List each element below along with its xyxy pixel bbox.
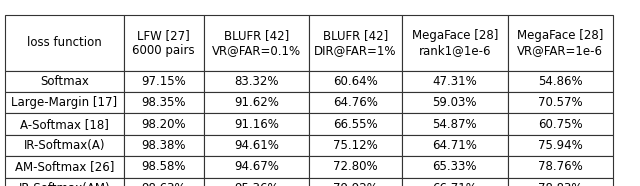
Text: Large-Margin [17]: Large-Margin [17] <box>12 96 117 109</box>
Text: 47.31%: 47.31% <box>433 75 477 88</box>
Text: 75.94%: 75.94% <box>538 139 582 152</box>
Bar <box>402 15 508 71</box>
Text: 72.80%: 72.80% <box>333 161 378 173</box>
Bar <box>309 71 402 92</box>
Text: LFW [27]
6000 pairs: LFW [27] 6000 pairs <box>132 29 195 57</box>
Bar <box>402 178 508 186</box>
Bar <box>309 15 402 71</box>
Text: 98.35%: 98.35% <box>141 96 186 109</box>
Bar <box>309 135 402 156</box>
Text: 78.83%: 78.83% <box>538 182 582 186</box>
Text: 70.57%: 70.57% <box>538 96 582 109</box>
Bar <box>204 15 309 71</box>
Text: 60.64%: 60.64% <box>333 75 378 88</box>
Bar <box>508 156 613 178</box>
Text: 66.71%: 66.71% <box>432 182 477 186</box>
Text: AM-Softmax [26]: AM-Softmax [26] <box>15 161 114 173</box>
Text: IR-Softmax(AM): IR-Softmax(AM) <box>19 182 110 186</box>
Text: 98.20%: 98.20% <box>141 118 186 131</box>
Bar <box>204 92 309 113</box>
Bar <box>508 92 613 113</box>
Bar <box>508 15 613 71</box>
Bar <box>508 178 613 186</box>
Text: 65.33%: 65.33% <box>433 161 477 173</box>
Text: 64.76%: 64.76% <box>333 96 378 109</box>
Bar <box>204 113 309 135</box>
Text: 91.16%: 91.16% <box>234 118 279 131</box>
Text: 98.38%: 98.38% <box>141 139 186 152</box>
Bar <box>309 113 402 135</box>
Text: 75.12%: 75.12% <box>333 139 378 152</box>
Bar <box>402 135 508 156</box>
Text: 78.76%: 78.76% <box>538 161 582 173</box>
Text: 66.55%: 66.55% <box>333 118 378 131</box>
Text: BLUFR [42]
DIR@FAR=1%: BLUFR [42] DIR@FAR=1% <box>314 29 397 57</box>
Bar <box>402 92 508 113</box>
Bar <box>124 156 204 178</box>
Bar <box>5 71 124 92</box>
Bar <box>5 156 124 178</box>
Bar <box>204 71 309 92</box>
Text: 59.03%: 59.03% <box>433 96 477 109</box>
Bar <box>5 113 124 135</box>
Bar <box>402 71 508 92</box>
Bar <box>204 156 309 178</box>
Text: BLUFR [42]
VR@FAR=0.1%: BLUFR [42] VR@FAR=0.1% <box>212 29 301 57</box>
Bar <box>5 135 124 156</box>
Text: IR-Softmax(A): IR-Softmax(A) <box>24 139 105 152</box>
Text: Softmax: Softmax <box>40 75 89 88</box>
Bar <box>508 135 613 156</box>
Text: 94.61%: 94.61% <box>234 139 279 152</box>
Bar <box>124 135 204 156</box>
Text: loss function: loss function <box>27 36 102 49</box>
Text: 83.32%: 83.32% <box>234 75 278 88</box>
Text: A-Softmax [18]: A-Softmax [18] <box>20 118 109 131</box>
Bar <box>508 71 613 92</box>
Text: 79.92%: 79.92% <box>333 182 378 186</box>
Bar <box>124 15 204 71</box>
Text: 98.63%: 98.63% <box>141 182 186 186</box>
Bar <box>309 92 402 113</box>
Bar <box>309 156 402 178</box>
Text: MegaFace [28]
VR@FAR=1e-6: MegaFace [28] VR@FAR=1e-6 <box>517 29 604 57</box>
Bar <box>402 113 508 135</box>
Text: 97.15%: 97.15% <box>141 75 186 88</box>
Bar <box>309 178 402 186</box>
Bar <box>204 178 309 186</box>
Bar <box>5 178 124 186</box>
Bar <box>508 113 613 135</box>
Text: 54.86%: 54.86% <box>538 75 582 88</box>
Bar <box>402 156 508 178</box>
Text: MegaFace [28]
rank1@1e-6: MegaFace [28] rank1@1e-6 <box>412 29 498 57</box>
Bar <box>204 135 309 156</box>
Text: 54.87%: 54.87% <box>433 118 477 131</box>
Text: 64.71%: 64.71% <box>432 139 477 152</box>
Bar <box>5 92 124 113</box>
Text: 98.58%: 98.58% <box>141 161 186 173</box>
Bar <box>124 178 204 186</box>
Text: 60.75%: 60.75% <box>538 118 582 131</box>
Bar <box>124 71 204 92</box>
Bar <box>5 15 124 71</box>
Text: 95.36%: 95.36% <box>234 182 278 186</box>
Bar <box>124 113 204 135</box>
Text: 94.67%: 94.67% <box>234 161 279 173</box>
Text: 91.62%: 91.62% <box>234 96 279 109</box>
Bar <box>124 92 204 113</box>
